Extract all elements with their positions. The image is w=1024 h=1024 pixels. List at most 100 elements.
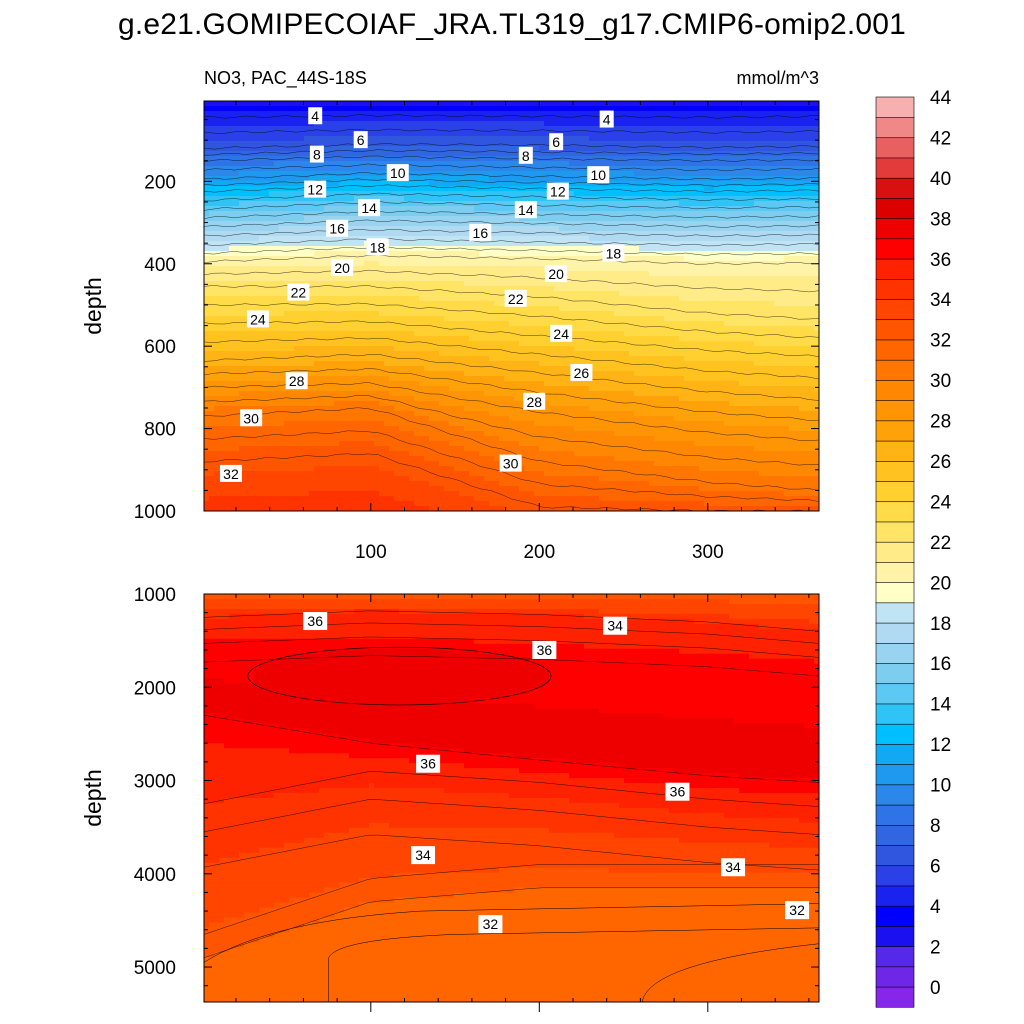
contour-fill-cell — [389, 156, 395, 162]
contour-fill-cell — [424, 461, 430, 467]
contour-fill-cell — [379, 316, 385, 322]
contour-fill-cell — [214, 491, 220, 497]
contour-fill-cell — [424, 281, 430, 287]
contour-fill-cell — [259, 241, 265, 247]
contour-fill-cell — [289, 311, 295, 317]
contour-fill-cell — [384, 206, 390, 212]
contour-fill-cell — [384, 256, 390, 262]
contour-fill-cell — [444, 381, 450, 387]
contour-fill-cell — [399, 126, 405, 132]
contour-fill-cell — [439, 376, 445, 382]
contour-fill-cell — [314, 251, 320, 257]
contour-fill-cell — [229, 416, 235, 422]
contour-fill-cell — [404, 301, 410, 307]
contour-fill-cell — [254, 166, 260, 172]
contour-fill-cell — [504, 111, 510, 117]
contour-fill-cell — [384, 496, 390, 502]
contour-fill-cell — [349, 246, 355, 252]
contour-fill-cell — [364, 296, 370, 302]
contour-fill-cell — [364, 376, 370, 382]
contour-fill-cell — [434, 421, 440, 427]
contour-fill-cell — [309, 341, 315, 347]
contour-fill-cell — [294, 506, 300, 511]
contour-fill-cell — [359, 486, 365, 492]
contour-fill-cell — [229, 151, 235, 157]
contour-fill-cell — [479, 336, 485, 342]
contour-fill-cell — [469, 431, 475, 437]
contour-fill-cell — [244, 191, 250, 197]
contour-fill-cell — [319, 236, 325, 242]
contour-fill-cell — [414, 131, 420, 137]
contour-fill-cell — [319, 226, 325, 232]
contour-fill-cell — [234, 136, 240, 142]
contour-fill-cell — [419, 221, 425, 227]
contour-fill-cell — [349, 241, 355, 247]
contour-fill-cell — [239, 481, 245, 487]
contour-fill-cell — [294, 326, 300, 332]
contour-fill-cell — [279, 106, 285, 112]
contour-fill-cell — [264, 301, 270, 307]
contour-fill-cell — [459, 321, 465, 327]
contour-fill-cell — [284, 196, 290, 202]
contour-fill-cell — [319, 461, 325, 467]
contour-fill-cell — [409, 166, 415, 172]
contour-fill-cell — [349, 221, 355, 227]
contour-fill-cell — [504, 261, 510, 267]
contour-fill-cell — [329, 496, 335, 502]
contour-fill-cell — [469, 416, 475, 422]
contour-fill-cell — [424, 341, 430, 347]
contour-fill-cell — [399, 321, 405, 327]
contour-fill-cell — [489, 111, 495, 117]
contour-fill-cell — [499, 416, 505, 422]
contour-fill-cell — [289, 331, 295, 337]
contour-fill-cell — [324, 456, 330, 462]
contour-fill-cell — [384, 136, 390, 142]
contour-fill-cell — [219, 241, 225, 247]
contour-fill-cell — [339, 156, 345, 162]
contour-fill-cell — [459, 226, 465, 232]
contour-fill-cell — [419, 376, 425, 382]
contour-fill-cell — [479, 206, 485, 212]
contour-fill-cell — [434, 371, 440, 377]
contour-fill-cell — [379, 331, 385, 337]
contour-fill-cell — [354, 346, 360, 352]
contour-fill-cell — [314, 166, 320, 172]
contour-fill-cell — [234, 311, 240, 317]
contour-fill-cell — [259, 221, 265, 227]
contour-fill-cell — [414, 186, 420, 192]
contour-fill-cell — [439, 486, 445, 492]
contour-fill-cell — [374, 486, 380, 492]
contour-fill-cell — [429, 216, 435, 222]
contour-fill-cell — [244, 446, 250, 452]
contour-fill-cell — [494, 486, 500, 492]
contour-fill-cell — [229, 296, 235, 302]
contour-fill-cell — [334, 236, 340, 242]
contour-fill-cell — [369, 371, 375, 377]
contour-fill-cell — [404, 266, 410, 272]
contour-fill-cell — [314, 176, 320, 182]
contour-fill-cell — [489, 101, 495, 107]
contour-fill-cell — [244, 496, 250, 502]
contour-fill-cell — [274, 151, 280, 157]
contour-fill-cell — [339, 461, 345, 467]
contour-fill-cell — [489, 216, 495, 222]
contour-fill-cell — [284, 201, 290, 207]
contour-fill-cell — [404, 416, 410, 422]
contour-fill-cell — [214, 456, 220, 462]
contour-fill-cell — [294, 196, 300, 202]
contour-fill-cell — [484, 331, 490, 337]
contour-fill-cell — [234, 106, 240, 112]
contour-fill-cell — [499, 246, 505, 252]
contour-fill-cell — [434, 126, 440, 132]
contour-fill-cell — [449, 406, 455, 412]
contour-fill-cell — [484, 466, 490, 472]
contour-fill-cell — [434, 411, 440, 417]
contour-fill-cell — [319, 126, 325, 132]
contour-fill-cell — [259, 456, 265, 462]
contour-fill-cell — [414, 296, 420, 302]
contour-fill-cell — [459, 166, 465, 172]
contour-fill-cell — [294, 366, 300, 372]
contour-fill-cell — [419, 441, 425, 447]
contour-fill-cell — [274, 336, 280, 342]
contour-fill-cell — [439, 371, 445, 377]
